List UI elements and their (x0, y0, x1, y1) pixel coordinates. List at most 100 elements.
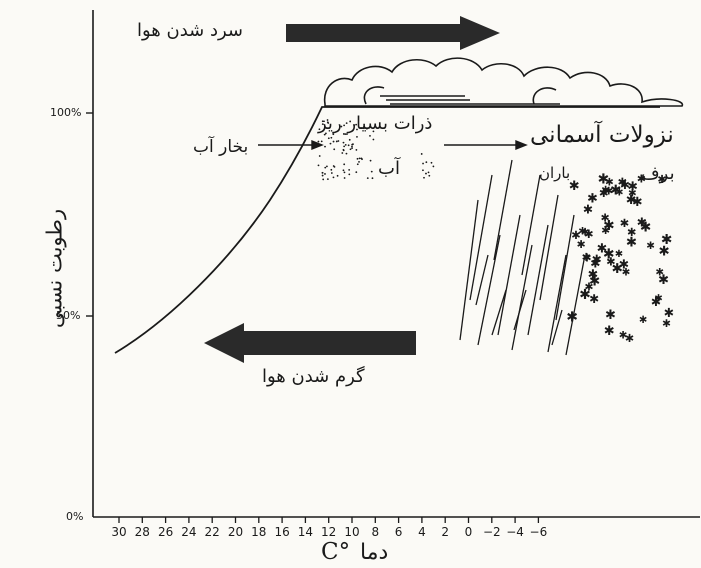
x-tick-label: 6 (394, 525, 403, 539)
svg-text:✱: ✱ (605, 176, 614, 188)
svg-text:✱: ✱ (640, 219, 651, 235)
svg-text:✱: ✱ (583, 203, 593, 217)
x-tick-label: 4 (418, 525, 426, 539)
x-tick-label: 12 (321, 525, 337, 539)
svg-text:✱: ✱ (589, 273, 600, 289)
svg-text:✱: ✱ (584, 280, 593, 293)
svg-text:✱: ✱ (612, 261, 623, 277)
svg-text:✱: ✱ (626, 235, 637, 250)
precip-arrow (444, 139, 528, 151)
rain-label: باران (539, 164, 571, 182)
svg-text:✱: ✱ (657, 173, 666, 186)
y-axis-title: رطوبت نسبی (42, 208, 67, 329)
svg-text:✱: ✱ (597, 241, 608, 256)
svg-text:✱: ✱ (628, 188, 637, 200)
svg-text:✱: ✱ (600, 212, 609, 225)
x-tick-label: 0 (464, 525, 473, 539)
x-ticks (118, 517, 540, 523)
svg-text:✱: ✱ (587, 192, 598, 207)
x-tick-label: 14 (297, 525, 314, 539)
water-vapor-label: بخار آب (193, 137, 249, 157)
x-tick-label: 16 (274, 525, 290, 539)
svg-text:✱: ✱ (637, 215, 647, 229)
svg-text:✱: ✱ (626, 192, 637, 207)
svg-text:✱: ✱ (615, 188, 623, 199)
cooling-arrow (286, 16, 500, 50)
svg-text:✱: ✱ (615, 249, 623, 260)
svg-text:✱: ✱ (604, 186, 613, 198)
svg-text:✱: ✱ (581, 226, 590, 238)
x-tick-label: 10 (344, 525, 360, 539)
svg-text:✱: ✱ (654, 293, 663, 304)
svg-text:✱: ✱ (610, 182, 621, 198)
svg-text:✱: ✱ (658, 273, 669, 288)
svg-text:✱: ✱ (605, 308, 616, 323)
svg-text:✱: ✱ (639, 315, 647, 326)
svg-text:✱: ✱ (628, 179, 639, 194)
snowflakes: ✱✱✱✱✱ ✱✱✱✱✱✱✱ ✱✱✱✱✱✱✱✱✱✱✱✱✱✱✱✱✱✱✱✱✱✱✱✱✱✱✱✱… (566, 172, 674, 345)
svg-text:✱: ✱ (661, 232, 673, 248)
x-tick-label: −4 (506, 525, 524, 539)
svg-text:✱: ✱ (625, 332, 634, 345)
svg-text:✱: ✱ (569, 179, 580, 194)
cloud-base-lines (380, 95, 560, 105)
humidity-curve (114, 106, 660, 354)
x-tick-label: −6 (529, 525, 548, 539)
vapor-arrow (258, 139, 324, 151)
y-tick-label-100: 100% (50, 106, 82, 119)
svg-text:✱: ✱ (620, 178, 630, 192)
x-tick-label: 2 (441, 525, 449, 539)
x-tick-label: 26 (157, 525, 174, 539)
svg-text:✱: ✱ (646, 240, 655, 252)
x-tick-label: 30 (111, 525, 127, 539)
svg-text:✱: ✱ (658, 245, 669, 260)
svg-text:✱: ✱ (637, 172, 646, 185)
fine-particles-label: ذرات بسیار ریز (318, 113, 433, 134)
x-tick-label: 24 (181, 525, 197, 539)
svg-text:✱: ✱ (603, 218, 615, 234)
svg-text:✱: ✱ (632, 194, 643, 209)
svg-text:✱: ✱ (617, 175, 627, 189)
y-tick-label-0: 0% (66, 510, 84, 523)
svg-text:✱: ✱ (619, 329, 628, 341)
svg-text:✱: ✱ (622, 266, 631, 278)
svg-text:✱: ✱ (582, 251, 591, 264)
x-tick-label: 18 (251, 525, 267, 539)
svg-text:✱: ✱ (582, 251, 591, 264)
svg-text:✱: ✱ (576, 238, 585, 251)
warming-label: گرم شدن هوا (262, 366, 365, 387)
cooling-label: سرد شدن هوا (137, 20, 244, 41)
svg-text:✱: ✱ (606, 255, 615, 269)
svg-text:✱: ✱ (627, 225, 637, 239)
svg-text:✱: ✱ (578, 227, 587, 238)
x-tick-label: 22 (204, 525, 220, 539)
x-tick-label: −2 (482, 525, 501, 539)
x-axis-unit: C° (321, 539, 351, 565)
water-label: آب (378, 158, 400, 179)
x-tick-label: 28 (134, 525, 150, 539)
precipitation-label: نزولات آسمانی (530, 122, 674, 148)
rain-streaks (459, 159, 585, 356)
svg-text:✱: ✱ (619, 257, 629, 272)
svg-text:✱: ✱ (571, 228, 581, 242)
snow-label: برف (641, 163, 675, 184)
svg-text:✱: ✱ (603, 246, 615, 262)
svg-text:✱: ✱ (588, 267, 599, 282)
svg-text:✱: ✱ (651, 295, 661, 309)
svg-text:✱: ✱ (601, 224, 610, 237)
svg-text:✱: ✱ (655, 266, 664, 278)
cloud (323, 57, 683, 107)
svg-text:✱: ✱ (592, 252, 602, 266)
svg-text:✱: ✱ (599, 186, 609, 200)
svg-text:✱: ✱ (590, 257, 600, 271)
x-axis-title: دما (360, 540, 389, 565)
svg-text:✱: ✱ (589, 292, 599, 306)
svg-text:✱: ✱ (604, 324, 615, 339)
water-droplets (317, 119, 435, 181)
x-tick-label: 8 (371, 525, 380, 539)
warming-arrow (204, 323, 416, 363)
svg-text:✱: ✱ (566, 309, 578, 325)
x-tick-label: 20 (227, 525, 244, 539)
